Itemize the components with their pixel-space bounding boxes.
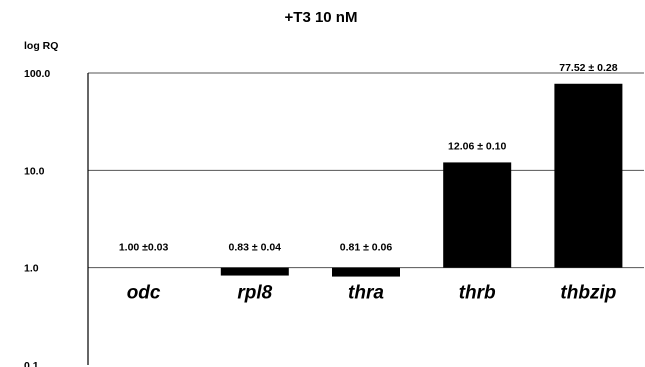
data-label: 77.52 ± 0.28 bbox=[559, 62, 617, 74]
y-tick-label: 100.0 bbox=[24, 68, 50, 80]
bar-thbzip bbox=[554, 83, 623, 268]
category-label: odc bbox=[127, 283, 161, 304]
data-label: 0.81 ± 0.06 bbox=[340, 242, 393, 254]
data-label: 12.06 ± 0.10 bbox=[448, 140, 506, 152]
y-tick-label: 0.1 bbox=[24, 360, 39, 367]
category-label: rpl8 bbox=[237, 283, 272, 304]
data-label: 0.83 ± 0.04 bbox=[229, 242, 282, 254]
bar-thrb bbox=[443, 162, 512, 268]
bar-rpl8 bbox=[220, 267, 289, 276]
y-axis-label: log RQ bbox=[24, 40, 58, 52]
chart-title: +T3 10 nM bbox=[285, 9, 358, 26]
y-tick-label: 1.0 bbox=[24, 263, 39, 275]
category-label: thra bbox=[348, 283, 384, 304]
data-labels: 1.00 ±0.03 0.83 ± 0.04 0.81 ± 0.06 12.06 ± … bbox=[119, 62, 618, 254]
bars bbox=[220, 83, 623, 277]
category-label: thrb bbox=[459, 283, 496, 304]
data-label: 1.00 ±0.03 bbox=[119, 242, 169, 254]
bar-thra bbox=[332, 267, 400, 277]
category-labels: odc rpl8 thra thrb thbzip bbox=[127, 283, 617, 304]
y-axis: 0.1 1.0 10.0 100.0 bbox=[24, 68, 89, 367]
y-tick-label: 10.0 bbox=[24, 165, 45, 177]
category-label: thbzip bbox=[560, 283, 616, 304]
